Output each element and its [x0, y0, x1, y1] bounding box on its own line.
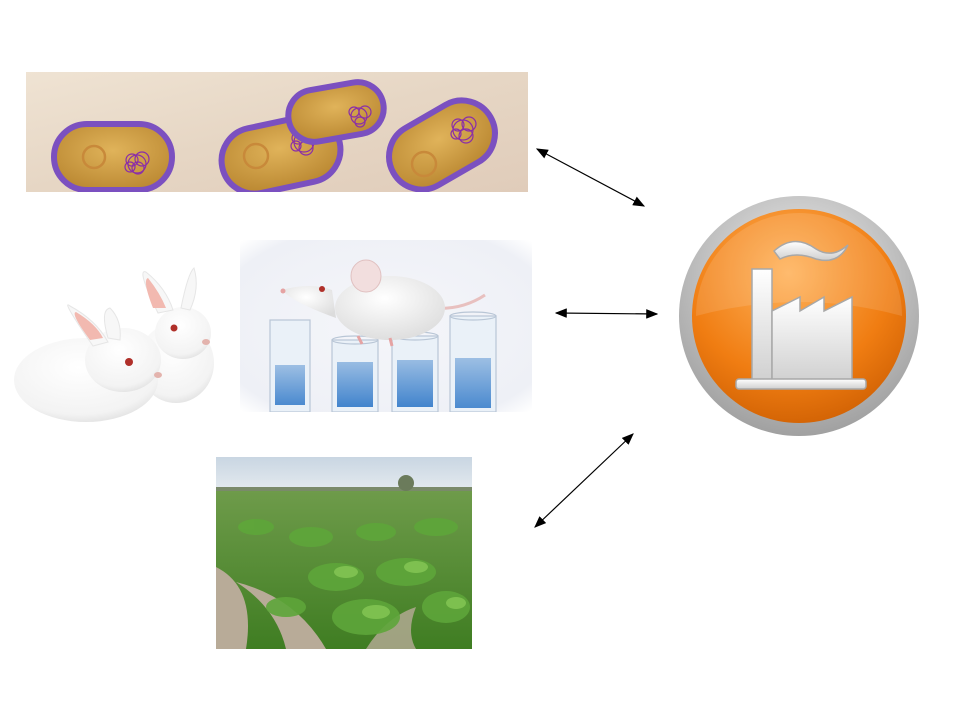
rabbit-front [14, 304, 162, 422]
bacterium-cell-1 [51, 121, 175, 192]
crop-field-image [216, 457, 472, 649]
factory-icon [679, 196, 919, 436]
bacteria-image [26, 72, 528, 192]
factory-symbol [735, 240, 867, 390]
rabbits-image [14, 267, 214, 422]
arrow-mouse-factory [554, 308, 659, 319]
bacterium-cell-3 [285, 79, 387, 145]
lab-mouse-image [240, 240, 532, 412]
arrow-field-factory [534, 433, 634, 528]
bacterium-cell-4 [386, 97, 498, 192]
rabbit-back [138, 267, 214, 403]
mouse [280, 259, 486, 347]
arrow-bacteria-factory [535, 148, 646, 207]
test-tubes [269, 311, 497, 412]
